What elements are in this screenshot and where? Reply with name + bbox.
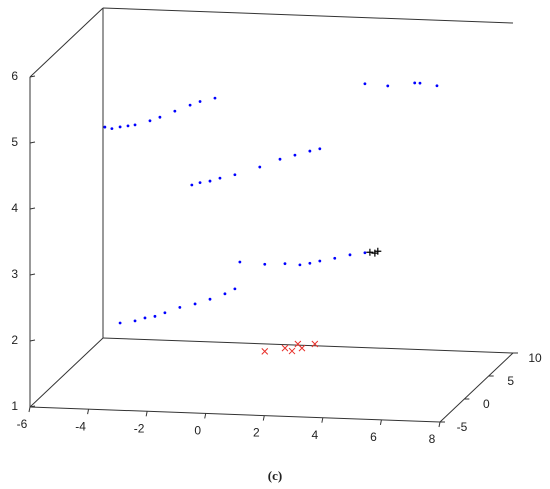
x-tick-label: -2 (134, 421, 145, 435)
point (366, 248, 374, 256)
axis-line (102, 337, 514, 354)
point (233, 173, 237, 177)
point (103, 125, 107, 129)
point (283, 262, 287, 266)
z-tick (29, 273, 36, 276)
point (178, 305, 182, 309)
point (281, 344, 289, 352)
z-tick (29, 339, 36, 342)
point (238, 260, 242, 264)
point (298, 263, 302, 267)
point (318, 259, 322, 263)
point (311, 340, 319, 348)
point (333, 256, 337, 260)
z-tick-label: 4 (11, 201, 18, 215)
point (374, 247, 382, 255)
x-tick (204, 413, 207, 419)
axis-line (29, 337, 104, 408)
point (163, 311, 167, 315)
point (173, 109, 177, 113)
point (233, 287, 237, 291)
y-tick-label: 10 (528, 351, 542, 365)
point (258, 165, 262, 169)
point (133, 123, 137, 127)
point (308, 261, 312, 265)
x-tick (28, 406, 31, 413)
z-tick-label: 5 (11, 135, 18, 149)
point (148, 119, 152, 123)
z-tick (29, 75, 36, 78)
point (213, 96, 217, 100)
point (158, 115, 162, 119)
point (143, 316, 147, 320)
point (308, 149, 312, 153)
x-tick (379, 419, 382, 425)
point (261, 348, 269, 355)
caption: (c) (268, 468, 282, 483)
point (218, 176, 222, 180)
x-tick-label: 6 (370, 430, 377, 444)
point (193, 302, 197, 306)
point (190, 183, 194, 187)
point (418, 81, 422, 85)
point (363, 251, 367, 255)
point (118, 321, 122, 325)
point (348, 253, 352, 257)
point (288, 347, 296, 355)
z-tick (29, 405, 36, 408)
point (198, 181, 202, 185)
point (435, 84, 439, 88)
axis-line (102, 7, 514, 24)
y-tick-label: 0 (483, 397, 490, 411)
point (110, 127, 114, 131)
y-tick-label: -5 (457, 420, 468, 434)
z-tick (29, 207, 36, 210)
x-tick-label: -6 (17, 417, 28, 431)
x-tick-label: 2 (253, 426, 260, 440)
x-tick (87, 409, 90, 415)
point (126, 124, 130, 128)
x-tick (262, 415, 265, 421)
point (198, 100, 202, 103)
point (298, 344, 306, 352)
z-tick-label: 2 (11, 333, 18, 347)
x-tick-label: -4 (75, 419, 86, 433)
x-tick (438, 421, 441, 428)
z-tick (29, 141, 36, 144)
point (318, 147, 322, 151)
point (293, 153, 297, 157)
axis-line (439, 352, 514, 423)
point (363, 82, 367, 86)
point (278, 157, 282, 161)
point (133, 319, 137, 323)
point (386, 84, 390, 88)
x-tick-label: 4 (312, 428, 319, 442)
point (153, 314, 157, 318)
point (188, 103, 192, 107)
point (208, 179, 212, 183)
axis-line (29, 406, 441, 423)
x-tick-label: 0 (194, 424, 201, 438)
x-tick-label: 8 (429, 432, 436, 446)
point (413, 81, 417, 85)
point (263, 262, 267, 266)
z-tick-label: 6 (11, 69, 18, 83)
point (208, 297, 212, 301)
x-tick (145, 411, 148, 417)
point (118, 125, 122, 129)
axis-line (29, 7, 104, 78)
y-tick-label: 5 (507, 374, 514, 388)
x-tick (321, 417, 324, 423)
z-tick-label: 3 (11, 267, 18, 281)
point (223, 292, 227, 296)
z-tick-label: 1 (11, 399, 18, 413)
